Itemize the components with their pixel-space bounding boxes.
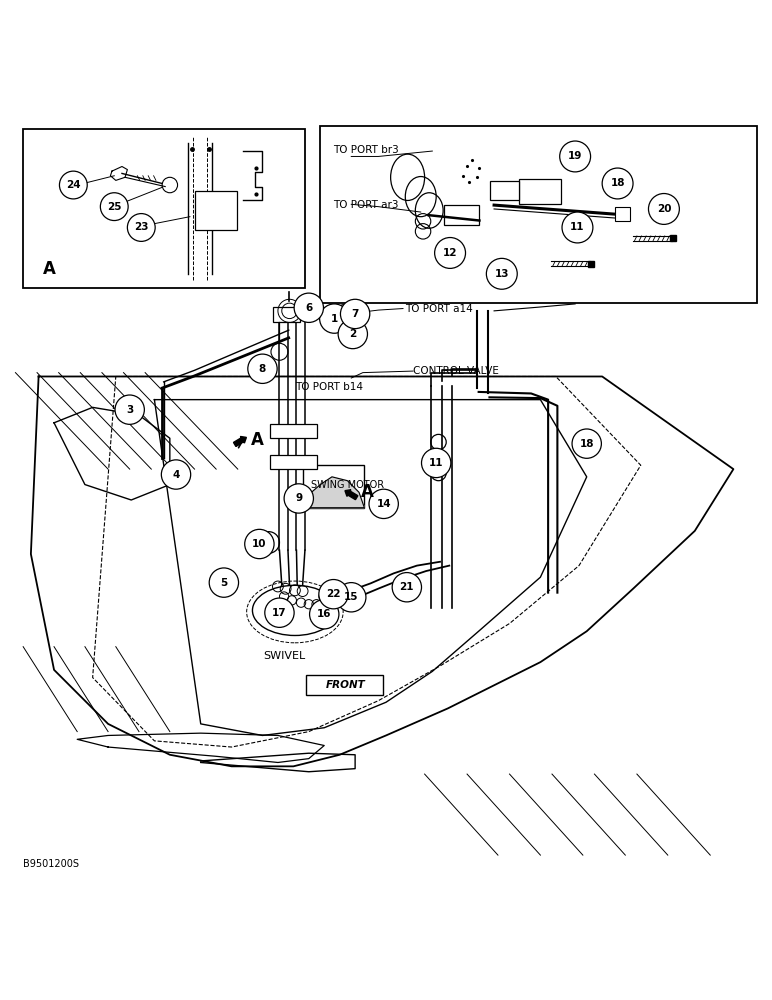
Bar [23,129,305,288]
Text: FRONT: FRONT [326,680,366,690]
Bar [195,191,237,230]
Circle shape [294,293,323,322]
Text: 23: 23 [134,222,148,232]
Circle shape [161,460,191,489]
Circle shape [284,484,313,513]
Circle shape [369,489,398,519]
Text: TO PORT b14: TO PORT b14 [295,382,363,392]
Circle shape [392,573,422,602]
Text: A: A [42,260,56,278]
Circle shape [602,168,633,199]
Text: 11: 11 [429,458,443,468]
Text: 24: 24 [66,180,80,190]
Text: A: A [361,483,374,501]
Text: A: A [251,431,264,449]
Bar [306,675,383,695]
Text: 11: 11 [571,222,584,232]
Circle shape [435,238,466,268]
Circle shape [115,395,144,424]
Text: SWIVEL: SWIVEL [263,651,305,661]
Circle shape [100,193,128,221]
Text: 21: 21 [400,582,414,592]
Text: TO PORT a14: TO PORT a14 [405,304,473,314]
Text: 19: 19 [568,151,582,161]
Text: 18: 18 [580,439,594,449]
FancyArrow shape [345,490,358,500]
Bar [320,126,757,303]
Circle shape [248,354,277,383]
Text: TO PORT ar3: TO PORT ar3 [334,200,399,210]
Text: CONTROL VALVE: CONTROL VALVE [413,366,499,376]
Bar [273,307,300,322]
Text: 5: 5 [220,578,228,588]
Text: 8: 8 [259,364,266,374]
Circle shape [340,299,370,329]
Circle shape [245,529,274,559]
Circle shape [337,583,366,612]
Text: 6: 6 [305,303,313,313]
Circle shape [560,141,591,172]
Text: 17: 17 [273,608,286,618]
Bar [615,207,630,221]
Bar [270,424,317,438]
Text: 9: 9 [295,493,303,503]
Polygon shape [303,477,364,508]
Text: 18: 18 [611,178,625,188]
Circle shape [486,258,517,289]
Ellipse shape [252,585,337,635]
Circle shape [338,319,367,349]
Circle shape [648,194,679,224]
Circle shape [319,580,348,609]
Text: B9501200S: B9501200S [23,859,80,869]
Text: 20: 20 [657,204,671,214]
Circle shape [265,598,294,627]
Circle shape [572,429,601,458]
Text: 22: 22 [327,589,340,599]
Bar [270,455,317,469]
Text: SWING MOTOR: SWING MOTOR [311,480,384,490]
Bar [519,179,561,204]
Circle shape [422,448,451,478]
Text: 15: 15 [344,592,358,602]
Circle shape [127,214,155,241]
Circle shape [310,600,339,629]
Text: 7: 7 [351,309,359,319]
Text: 2: 2 [349,329,357,339]
Text: TO PORT br3: TO PORT br3 [334,145,399,155]
Text: 12: 12 [443,248,457,258]
Text: 13: 13 [495,269,509,279]
Text: 25: 25 [107,202,121,212]
Text: 14: 14 [377,499,391,509]
Circle shape [562,212,593,243]
FancyArrow shape [233,436,246,446]
Circle shape [59,171,87,199]
Bar [303,465,364,508]
Bar [490,181,519,200]
Text: 16: 16 [317,609,331,619]
Bar [444,205,479,225]
Circle shape [320,304,349,333]
Text: 1: 1 [330,314,338,324]
Text: 4: 4 [172,470,180,480]
Text: 3: 3 [126,405,134,415]
Circle shape [209,568,239,597]
Text: 10: 10 [252,539,266,549]
